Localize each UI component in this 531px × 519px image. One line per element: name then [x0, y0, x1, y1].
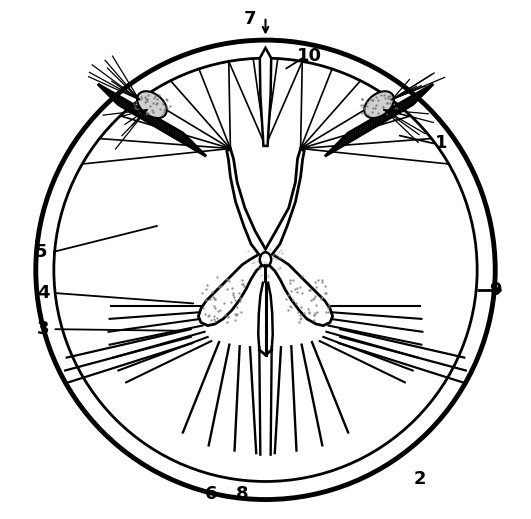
Polygon shape — [199, 148, 332, 325]
Text: 6: 6 — [205, 485, 218, 503]
Circle shape — [36, 40, 495, 500]
Polygon shape — [260, 48, 271, 146]
Text: 4: 4 — [37, 284, 50, 302]
Text: 5: 5 — [35, 243, 47, 261]
Circle shape — [54, 58, 477, 482]
Text: 3: 3 — [37, 320, 50, 338]
Text: 9: 9 — [489, 281, 501, 299]
Ellipse shape — [364, 91, 394, 118]
Text: 8: 8 — [236, 485, 249, 503]
Text: 10: 10 — [297, 47, 322, 64]
Polygon shape — [325, 84, 433, 156]
Text: 2: 2 — [414, 470, 426, 488]
Polygon shape — [98, 84, 206, 156]
Ellipse shape — [137, 91, 167, 118]
Text: 7: 7 — [244, 10, 256, 29]
Text: 1: 1 — [435, 134, 447, 153]
